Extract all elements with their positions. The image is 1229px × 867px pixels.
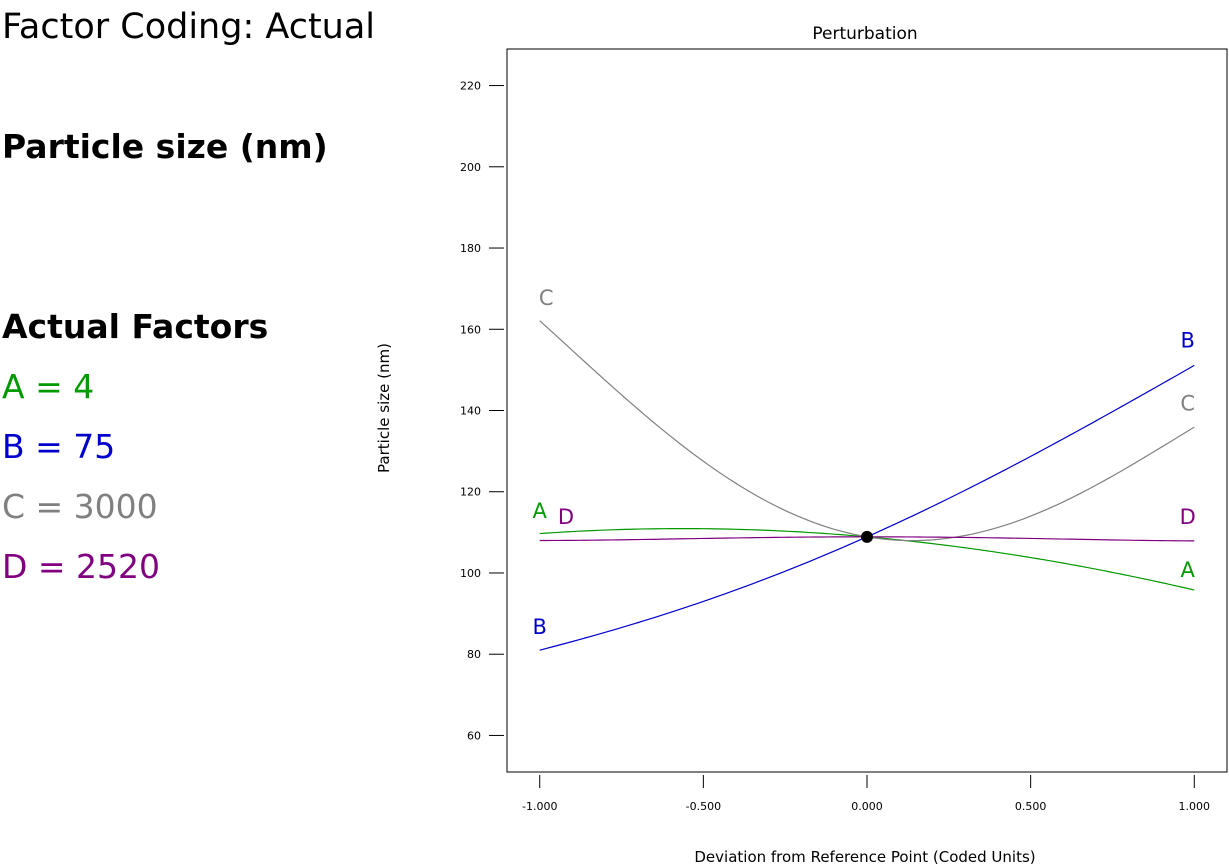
curve-label-a: A — [533, 499, 548, 523]
y-axis-label: Particle size (nm) — [375, 343, 393, 473]
curves — [539, 320, 1195, 651]
factor-b-value: B = 75 — [2, 427, 116, 466]
x-tick-label: 1.000 — [1179, 800, 1211, 813]
plot-frame — [506, 48, 1228, 773]
factor-coding-label: Factor Coding: Actual — [2, 7, 376, 47]
y-tick-label: 160 — [460, 323, 481, 336]
chart-title: Perturbation — [812, 24, 917, 44]
y-tick-label: 80 — [467, 648, 481, 661]
curve-label-c: C — [539, 286, 554, 310]
y-tick-label: 140 — [460, 405, 481, 418]
x-tick-label: -0.500 — [686, 800, 721, 813]
x-axis-label: Deviation from Reference Point (Coded Un… — [694, 848, 1035, 866]
y-tick-label: 220 — [460, 80, 481, 93]
left-panel: Factor Coding: Actual Particle size (nm)… — [0, 0, 420, 867]
x-axis: -1.000 -0.500 0.000 0.500 1.000 — [522, 775, 1210, 813]
curve-label-d: D — [558, 505, 574, 529]
curve-label-b: B — [533, 615, 547, 639]
y-tick-label: 180 — [460, 242, 481, 255]
curve-label-a: A — [1181, 558, 1196, 582]
x-tick-label: -1.000 — [522, 800, 557, 813]
y-tick-label: 100 — [460, 567, 481, 580]
curve-label-d: D — [1180, 505, 1196, 529]
y-axis: 60 80 100 120 140 160 180 200 220 — [460, 80, 504, 742]
actual-factors-title: Actual Factors — [2, 307, 269, 346]
series-c-line — [539, 320, 1195, 542]
factor-d-value: D = 2520 — [2, 547, 161, 586]
series-b-line — [539, 364, 1195, 651]
curve-label-b: B — [1181, 329, 1195, 353]
x-tick-label: 0.500 — [1015, 800, 1047, 813]
y-tick-label: 200 — [460, 161, 481, 174]
factor-a-value: A = 4 — [2, 367, 95, 406]
reference-point-marker — [861, 530, 873, 543]
y-tick-label: 120 — [460, 486, 481, 499]
x-tick-label: 0.000 — [851, 800, 883, 813]
factor-c-value: C = 3000 — [2, 487, 158, 526]
curve-label-c: C — [1180, 392, 1195, 416]
y-tick-label: 60 — [467, 729, 481, 742]
response-title: Particle size (nm) — [2, 127, 328, 166]
